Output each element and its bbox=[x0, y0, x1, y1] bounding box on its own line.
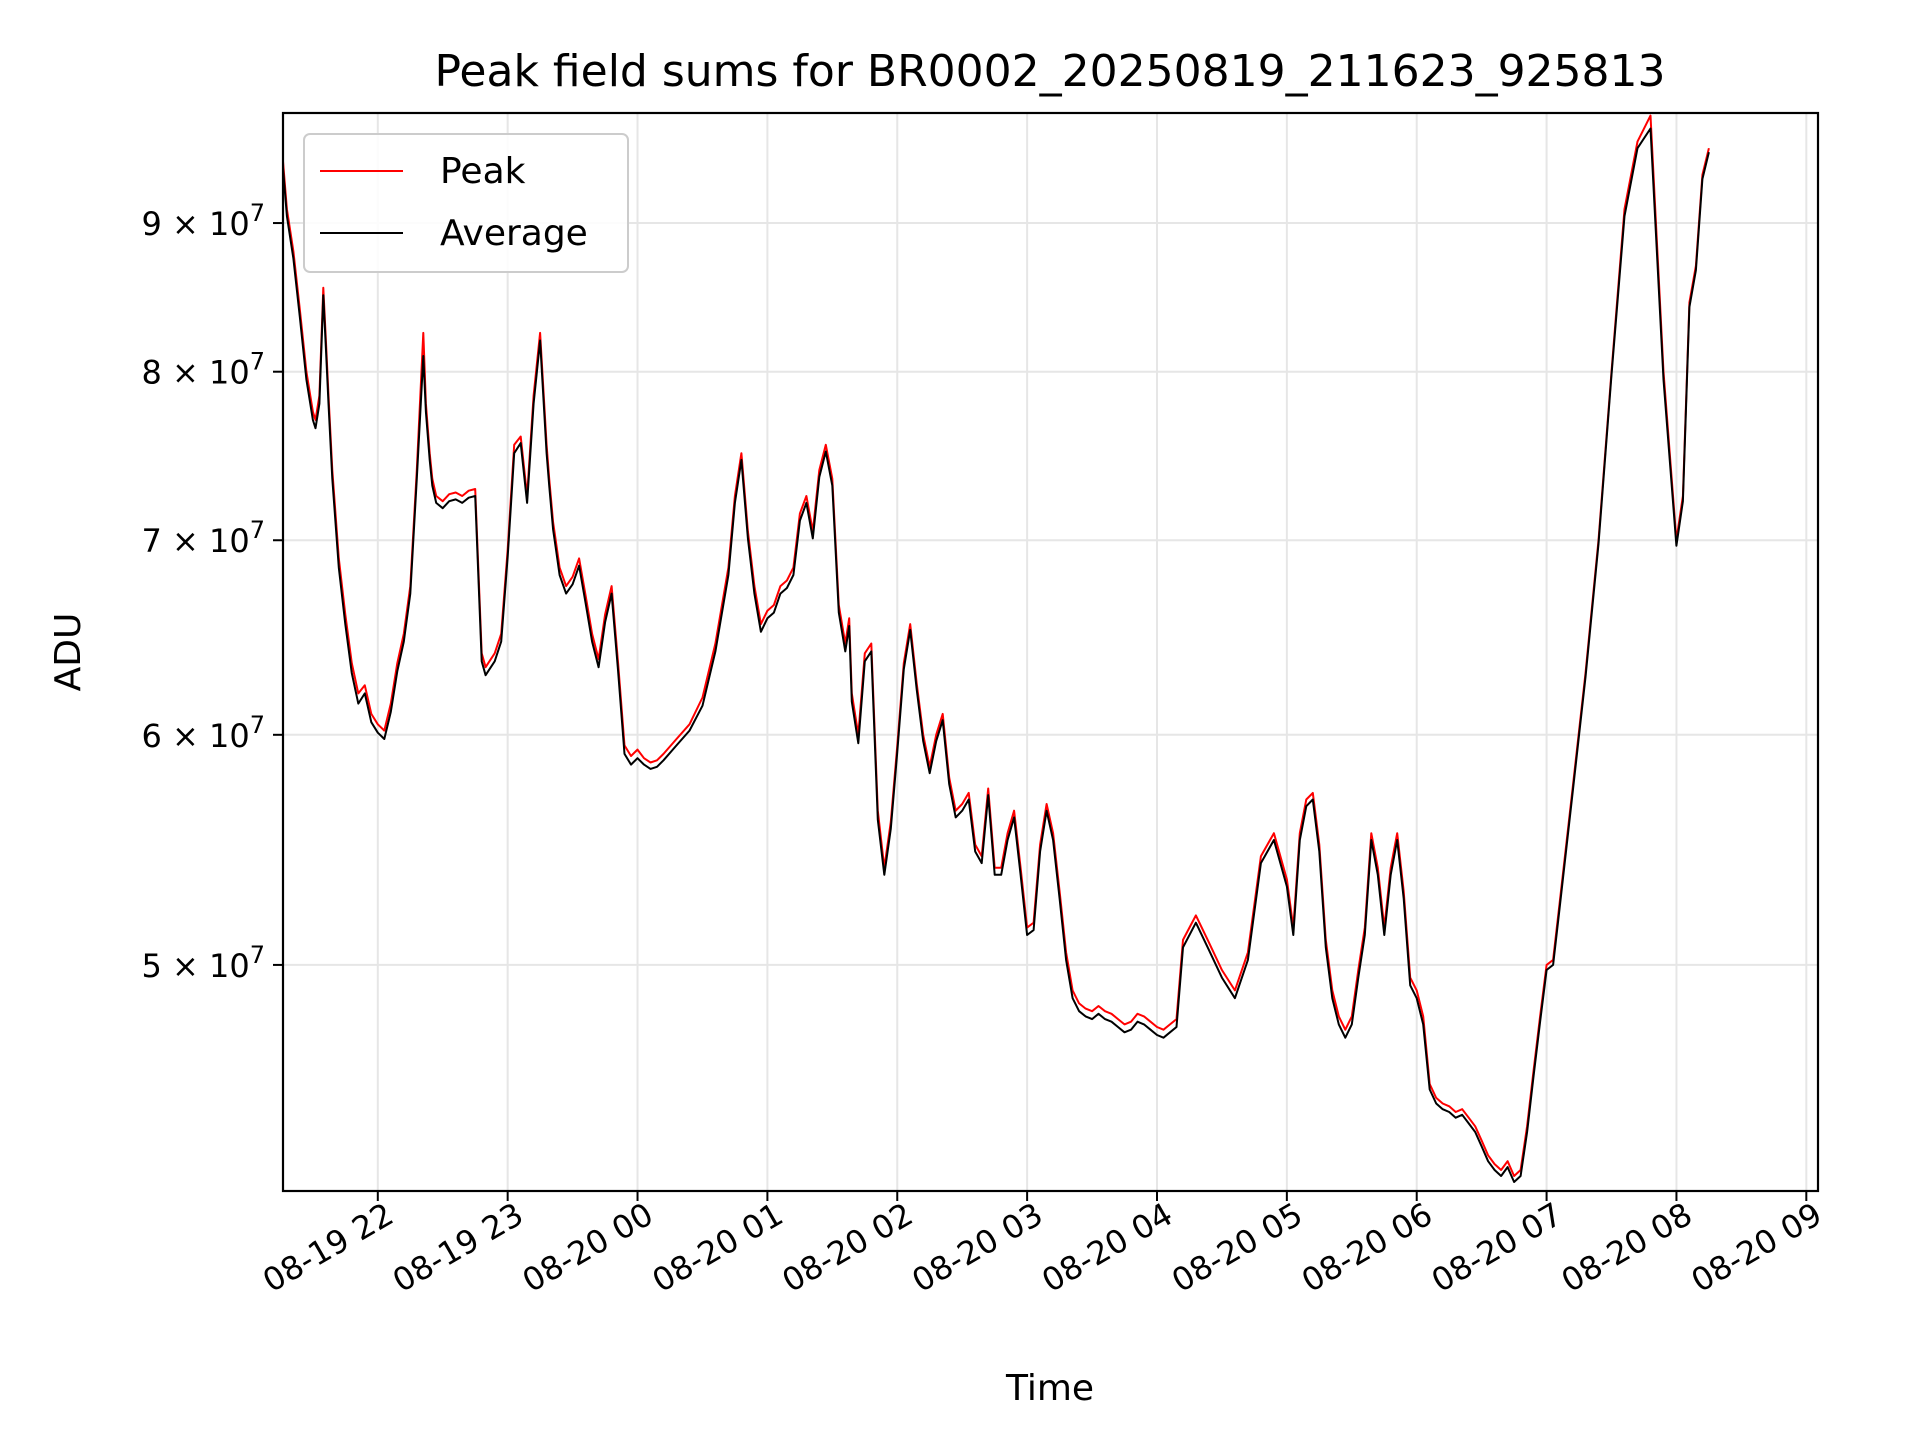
legend: Peak Average bbox=[303, 133, 629, 273]
y-tick-label: 9 × 107 bbox=[141, 199, 265, 243]
legend-label-average: Average bbox=[440, 213, 588, 254]
plot-frame bbox=[281, 111, 1820, 1193]
grid-layer bbox=[283, 113, 1818, 1191]
y-tick-label: 7 × 107 bbox=[141, 516, 265, 560]
x-axis-label: Time bbox=[1005, 1368, 1094, 1409]
series-layer bbox=[282, 114, 1710, 1183]
y-axis-label: ADU bbox=[48, 613, 89, 692]
chart-title: Peak field sums for BR0002_20250819_2116… bbox=[434, 46, 1665, 97]
legend-box bbox=[303, 133, 629, 273]
series-line-average bbox=[282, 127, 1710, 1183]
y-tick-label: 6 × 107 bbox=[141, 711, 265, 755]
legend-label-peak: Peak bbox=[440, 151, 526, 192]
y-tick-label: 8 × 107 bbox=[141, 348, 265, 392]
y-tick-label: 5 × 107 bbox=[141, 941, 265, 985]
